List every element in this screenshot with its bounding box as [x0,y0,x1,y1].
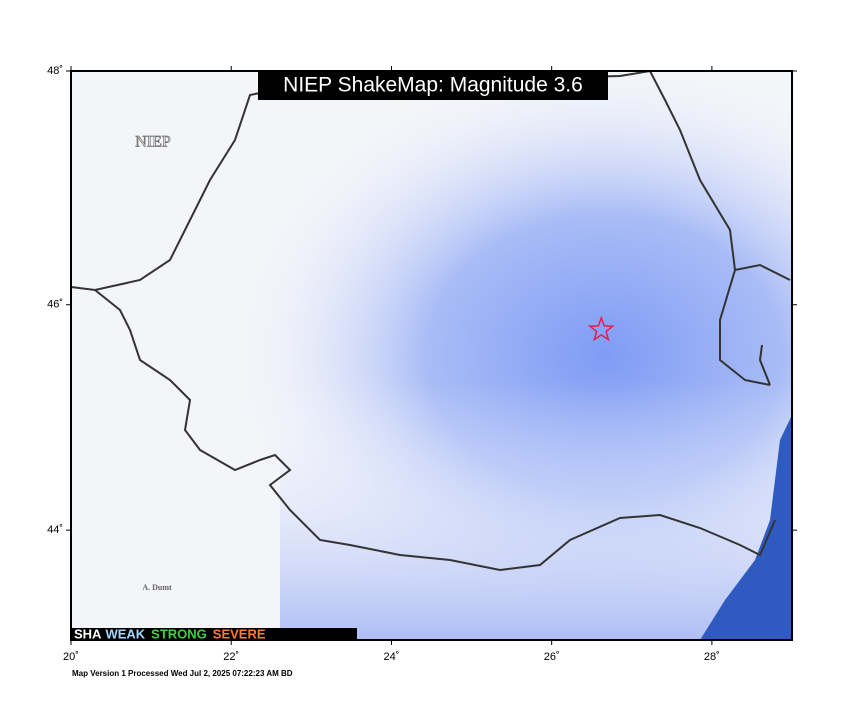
border-moldova [734,263,791,281]
border-south [94,289,776,572]
shaking-field-south [280,380,792,640]
x-tick-label: 28˚ [704,651,720,663]
watermark: NIEP [135,134,171,151]
map-body [71,71,792,640]
title-box [258,71,608,100]
x-tick-label: 20˚ [63,651,79,663]
y-tick-label: 44˚ [47,524,63,536]
y-tick-label: 46˚ [47,299,63,311]
legend-bar [72,628,357,640]
legend-entry: SEVERE [213,626,266,641]
legend: SHA WEAK STRONG SEVERE [74,626,266,641]
black-sea [700,415,792,640]
legend-entry: SHA [74,626,102,641]
footer: Map Version 1 Processed Wed Jul 2, 2025 … [72,669,293,678]
legend-entry: STRONG [151,626,207,641]
x-tick-label: 22˚ [223,651,239,663]
x-tick-label: 24˚ [383,651,399,663]
y-tick-label: 48˚ [47,65,63,77]
place-label: A. Dumt [142,583,172,592]
legend-entry: WEAK [105,626,145,641]
epicenter-star [587,315,615,342]
x-tick-label: 26˚ [544,651,560,663]
map-title: NIEP ShakeMap: Magnitude 3.6 [283,74,583,97]
